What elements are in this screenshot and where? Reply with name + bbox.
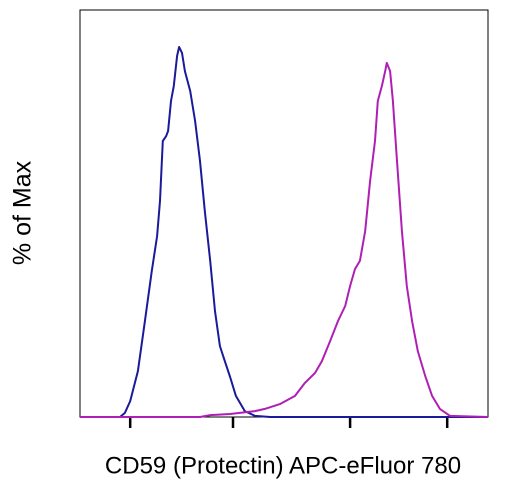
histogram-line	[80, 61, 489, 418]
histogram-line	[80, 46, 488, 418]
plot-frame	[79, 9, 489, 418]
y-axis-label: % of Max	[9, 160, 37, 265]
x-axis-label: CD59 (Protectin) APC-eFluor 780	[105, 452, 461, 479]
